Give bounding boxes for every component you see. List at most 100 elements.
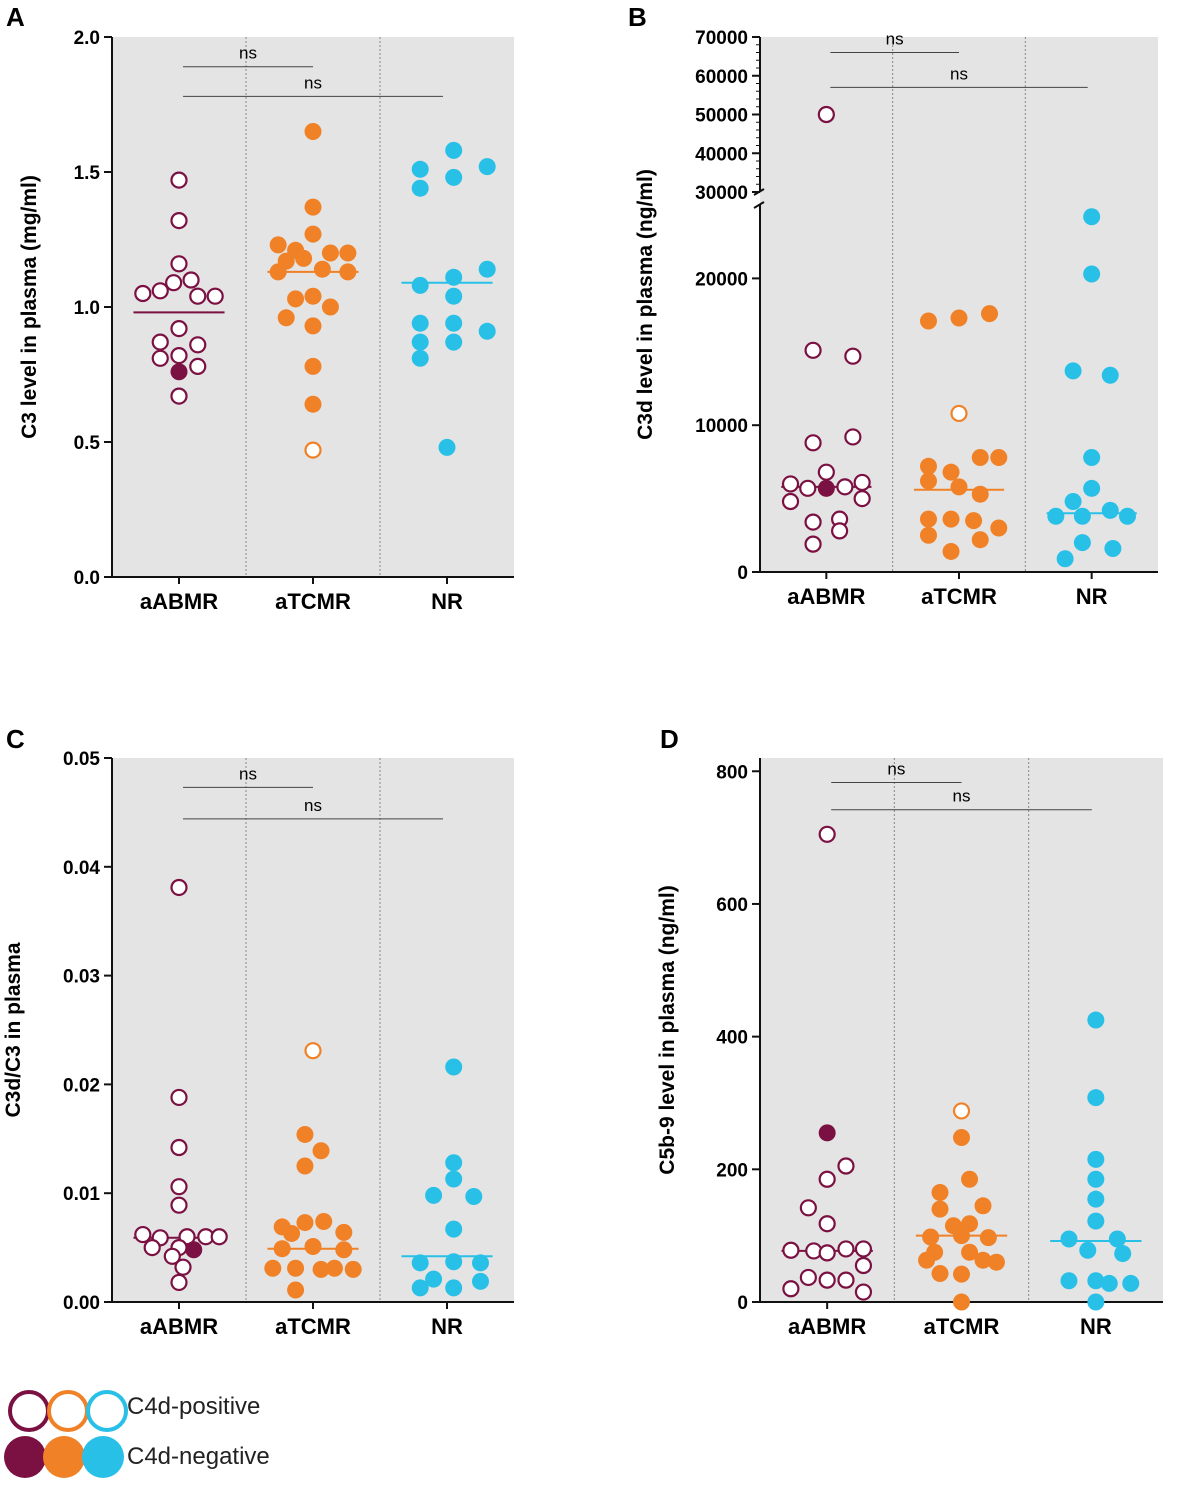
data-point-aabmr — [170, 1273, 188, 1292]
data-point-atcmr — [339, 263, 357, 281]
data-point-aabmr — [189, 336, 207, 354]
panel-a: 0.0 0.5 1.0 1.5 2.0 aABMR aTCMR NR C3 level in p… — [6, 2, 514, 614]
data-point-atcmr — [273, 1240, 291, 1258]
x-category-label: NR — [1076, 584, 1108, 609]
data-point-aabmr — [170, 387, 188, 405]
data-point-nr — [411, 1279, 429, 1297]
x-category-label: NR — [431, 589, 463, 614]
data-point-aabmr — [837, 1157, 855, 1175]
data-point-aabmr — [818, 1124, 836, 1142]
data-point-atcmr — [304, 441, 322, 459]
data-point-atcmr — [942, 542, 960, 560]
data-point-nr — [1101, 366, 1119, 384]
data-point-nr — [1083, 448, 1101, 466]
data-point-aabmr — [804, 434, 822, 452]
data-point-aabmr — [817, 479, 835, 497]
data-point-aabmr — [143, 1238, 161, 1257]
y-tick-label: 0 — [737, 563, 748, 584]
y-tick-label: 0.5 — [74, 433, 101, 454]
plot-area — [760, 758, 1163, 1302]
data-point-aabmr — [134, 1225, 152, 1244]
data-point-nr — [1073, 507, 1091, 525]
data-point-aabmr — [185, 1241, 203, 1259]
data-point-atcmr — [304, 123, 322, 140]
y-tick-label: 0.01 — [63, 1184, 100, 1205]
plot-area — [112, 37, 514, 577]
x-category-label: aTCMR — [275, 1314, 351, 1339]
data-point-aabmr — [818, 1271, 836, 1289]
data-point-aabmr — [781, 492, 800, 511]
data-point-atcmr — [990, 448, 1008, 466]
significance-label: ns — [239, 764, 257, 783]
x-category-label: aTCMR — [921, 584, 997, 609]
data-point-aabmr — [818, 1170, 836, 1188]
data-point-aabmr — [818, 1244, 836, 1262]
data-point-aabmr — [170, 363, 188, 381]
data-point-atcmr — [304, 225, 322, 243]
data-point-aabmr — [836, 478, 854, 496]
data-point-nr — [1087, 1272, 1105, 1290]
data-point-aabmr — [804, 535, 822, 553]
data-point-atcmr — [287, 1281, 305, 1299]
data-point-nr — [411, 314, 429, 332]
data-point-nr — [445, 1220, 463, 1238]
data-point-nr — [445, 141, 463, 159]
data-point-nr — [1073, 534, 1091, 552]
data-point-aabmr — [844, 428, 862, 446]
data-point-nr — [478, 158, 496, 176]
significance-label: ns — [950, 64, 968, 83]
data-point-aabmr — [151, 349, 169, 367]
legend: C4d-positive C4d-negative — [0, 1386, 330, 1481]
data-point-nr — [411, 333, 429, 351]
data-point-aabmr — [165, 274, 183, 292]
data-point-atcmr — [974, 1197, 992, 1215]
data-point-aabmr — [799, 479, 817, 497]
x-category-label: aABMR — [788, 1314, 866, 1339]
data-point-nr — [445, 1253, 463, 1271]
data-point-nr — [1100, 1274, 1118, 1292]
data-point-aabmr — [804, 341, 822, 359]
data-point-atcmr — [287, 1259, 305, 1277]
data-point-nr — [445, 1154, 463, 1172]
y-tick-label: 0.03 — [63, 967, 100, 988]
data-point-aabmr — [134, 284, 152, 303]
data-point-aabmr — [854, 1283, 873, 1301]
data-point-atcmr — [950, 309, 968, 327]
y-axis-title: C3d/C3 in plasma — [2, 942, 25, 1117]
data-point-aabmr — [853, 490, 871, 508]
data-point-atcmr — [335, 1241, 353, 1259]
data-point-atcmr — [296, 1157, 314, 1175]
data-point-nr — [1087, 1212, 1105, 1230]
data-point-atcmr — [325, 1259, 343, 1277]
data-point-atcmr — [339, 244, 357, 262]
significance-label: ns — [304, 796, 322, 815]
data-point-nr — [411, 1254, 429, 1272]
data-point-nr — [478, 322, 496, 340]
legend-positive-label: C4d-positive — [127, 1393, 261, 1420]
data-point-nr — [1087, 1170, 1105, 1188]
y-tick-label: 0.00 — [63, 1293, 100, 1314]
data-point-atcmr — [344, 1260, 362, 1278]
y-axis-title: C3d level in plasma (ng/ml) — [634, 169, 657, 440]
data-point-nr — [445, 268, 463, 286]
data-point-atcmr — [269, 236, 287, 254]
data-point-atcmr — [919, 526, 937, 544]
data-point-atcmr — [979, 1229, 997, 1247]
data-point-atcmr — [953, 1265, 970, 1283]
data-point-aabmr — [854, 1256, 873, 1275]
data-point-nr — [445, 333, 463, 351]
data-point-atcmr — [922, 1228, 940, 1246]
data-point-atcmr — [931, 1264, 949, 1282]
data-point-nr — [445, 287, 463, 305]
data-point-aabmr — [170, 878, 188, 897]
data-point-atcmr — [961, 1215, 979, 1233]
legend-positive-aabmr-icon — [8, 1390, 50, 1432]
data-point-nr — [445, 314, 463, 332]
data-point-nr — [1047, 507, 1065, 525]
data-point-nr — [1114, 1245, 1132, 1263]
y-tick-label: 0.05 — [63, 749, 100, 770]
y-tick-label: 70000 — [695, 28, 748, 49]
y-tick-label: 800 — [716, 762, 748, 783]
data-point-atcmr — [942, 510, 960, 528]
data-point-nr — [425, 1186, 443, 1204]
